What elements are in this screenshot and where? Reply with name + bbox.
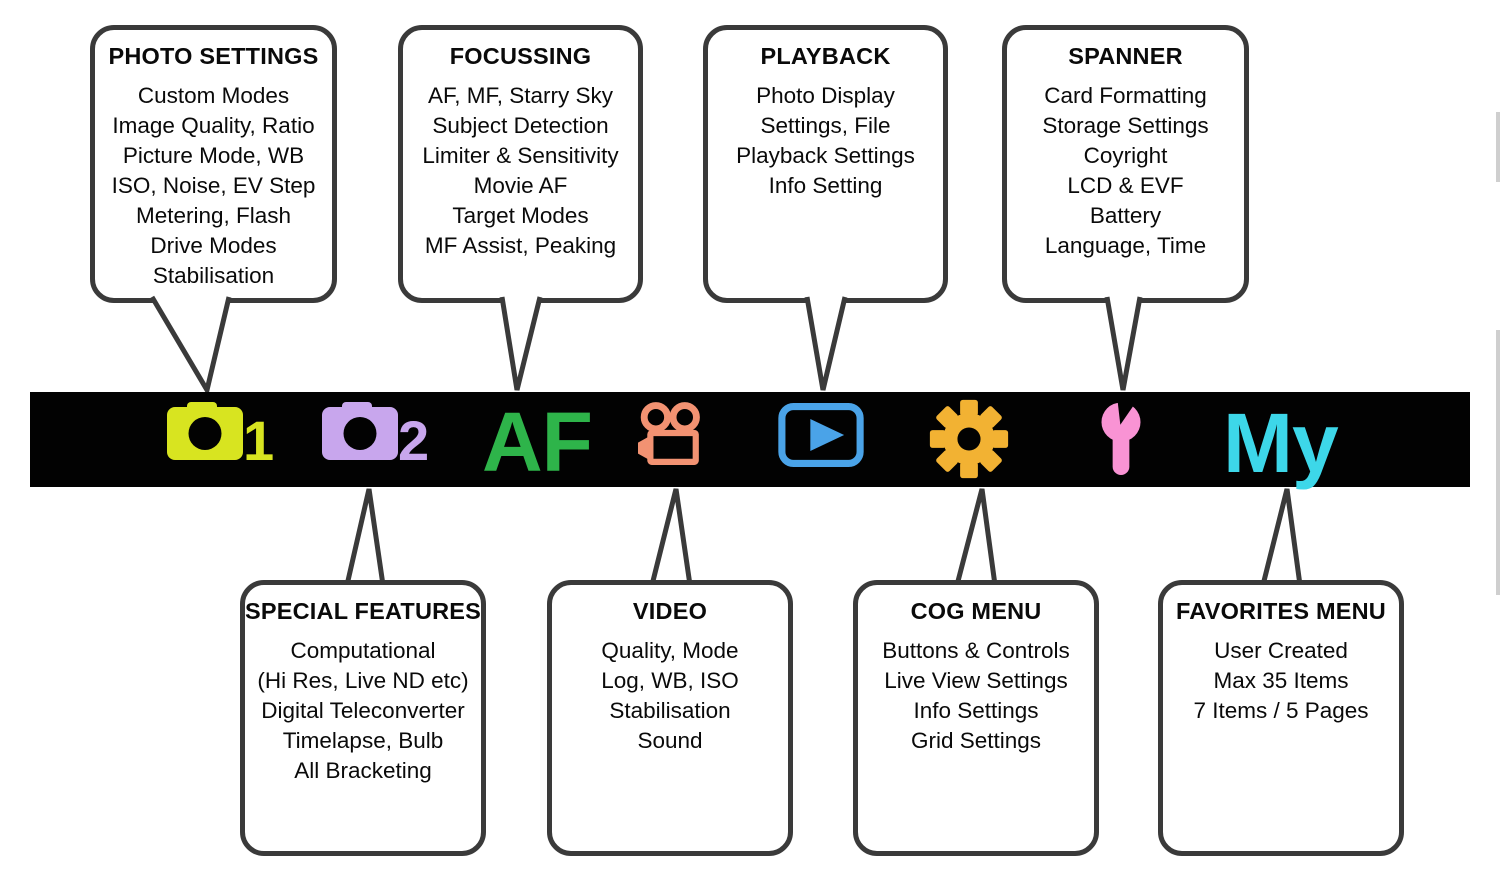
callout-line: Quality, Mode [601, 638, 739, 663]
callout-playback: PLAYBACK Photo Display Settings, File Pl… [703, 25, 948, 303]
af-menu-label[interactable]: AF [482, 395, 593, 489]
favorites-menu-label[interactable]: My [1223, 396, 1339, 490]
callout-line: Playback Settings [736, 143, 915, 168]
camera-2-number[interactable]: 2 [398, 409, 430, 472]
callout-line: Info Setting [768, 173, 883, 198]
gear-icon [929, 399, 1009, 479]
callout-line: Buttons & Controls [882, 638, 1070, 663]
menu-item-photo1[interactable] [167, 402, 243, 465]
callout-line: Stabilisation [609, 698, 731, 723]
menu-item-spanner[interactable] [1096, 393, 1146, 480]
callout-line: Grid Settings [910, 728, 1042, 753]
callout-tail [649, 488, 693, 586]
callout-special-features: SPECIAL FEATURES Computational (Hi Res, … [240, 580, 486, 856]
callout-photo-settings: PHOTO SETTINGS Custom Modes Image Qualit… [90, 25, 337, 303]
movie-camera-icon [638, 402, 700, 465]
callout-line: Info Settings [913, 698, 1039, 723]
callout-line: LCD & EVF [1067, 173, 1184, 198]
callout-line: Image Quality, Ratio [112, 113, 315, 138]
callout-title: PLAYBACK [760, 43, 891, 69]
cropped-callout-fragment [1496, 330, 1500, 595]
callout-line: Drive Modes [150, 233, 277, 258]
camera-1-number[interactable]: 1 [243, 409, 275, 472]
callout-line: (Hi Res, Live ND etc) [257, 668, 469, 693]
play-icon [778, 403, 864, 467]
callout-line: Log, WB, ISO [601, 668, 739, 693]
camera-2-icon [322, 402, 398, 460]
callout-line: Max 35 Items [1213, 668, 1349, 693]
callout-line: Custom Modes [137, 83, 290, 108]
callout-tail [1104, 296, 1143, 391]
callout-favorites-menu: FAVORITES MENU User Created Max 35 Items… [1158, 580, 1404, 856]
callout-line: ISO, Noise, EV Step [111, 173, 316, 198]
callout-focussing: FOCUSSING AF, MF, Starry Sky Subject Det… [398, 25, 643, 303]
callout-line: Sound [637, 728, 703, 753]
callout-line: AF, MF, Starry Sky [427, 83, 614, 108]
menu-item-playback[interactable] [778, 403, 864, 472]
callout-title: SPECIAL FEATURES [245, 598, 482, 624]
callout-line: Computational [290, 638, 436, 663]
callout-title: VIDEO [632, 598, 708, 624]
callout-tail [149, 295, 232, 397]
callout-tail [1260, 488, 1303, 586]
callout-line: Digital Teleconverter [261, 698, 465, 723]
callout-tail [499, 296, 543, 391]
menu-item-cog[interactable] [929, 399, 1009, 484]
menu-item-video[interactable] [635, 400, 707, 471]
callout-line: Metering, Flash [135, 203, 292, 228]
callout-line: 7 Items / 5 Pages [1193, 698, 1369, 723]
callout-title: PHOTO SETTINGS [108, 43, 319, 69]
camera-1-icon [167, 402, 243, 460]
callout-line: Card Formatting [1044, 83, 1207, 108]
menu-bar: 1 2 AF [30, 392, 1470, 487]
menu-item-photo2[interactable] [322, 402, 398, 465]
callout-line: Storage Settings [1042, 113, 1209, 138]
callout-title: COG MENU [910, 598, 1042, 624]
callout-tail [804, 296, 848, 391]
callout-line: Settings, File [760, 113, 891, 138]
cropped-callout-fragment [1496, 112, 1500, 182]
callout-video: VIDEO Quality, Mode Log, WB, ISO Stabili… [547, 580, 793, 856]
callout-line: Picture Mode, WB [122, 143, 305, 168]
callout-title: FOCUSSING [449, 43, 592, 69]
callout-line: Stabilisation [152, 263, 275, 288]
callout-line: Movie AF [473, 173, 568, 198]
callout-title: FAVORITES MENU [1176, 598, 1386, 624]
callout-cog-menu: COG MENU Buttons & Controls Live View Se… [853, 580, 1099, 856]
callout-line: Battery [1089, 203, 1162, 228]
callout-title: SPANNER [1068, 43, 1183, 69]
callout-line: Target Modes [452, 203, 589, 228]
callout-line: All Bracketing [294, 758, 432, 783]
callout-line: MF Assist, Peaking [424, 233, 617, 258]
callout-line: Live View Settings [884, 668, 1068, 693]
callout-tail [954, 488, 998, 586]
callout-line: Limiter & Sensitivity [422, 143, 619, 168]
callout-tail [344, 488, 386, 586]
callout-line: Photo Display [756, 83, 895, 108]
callout-line: Timelapse, Bulb [282, 728, 444, 753]
callout-line: Coyright [1083, 143, 1168, 168]
callout-line: Subject Detection [432, 113, 609, 138]
wrench-icon [1101, 393, 1141, 475]
callout-line: Language, Time [1044, 233, 1207, 258]
callout-line: User Created [1214, 638, 1348, 663]
callout-spanner: SPANNER Card Formatting Storage Settings… [1002, 25, 1249, 303]
